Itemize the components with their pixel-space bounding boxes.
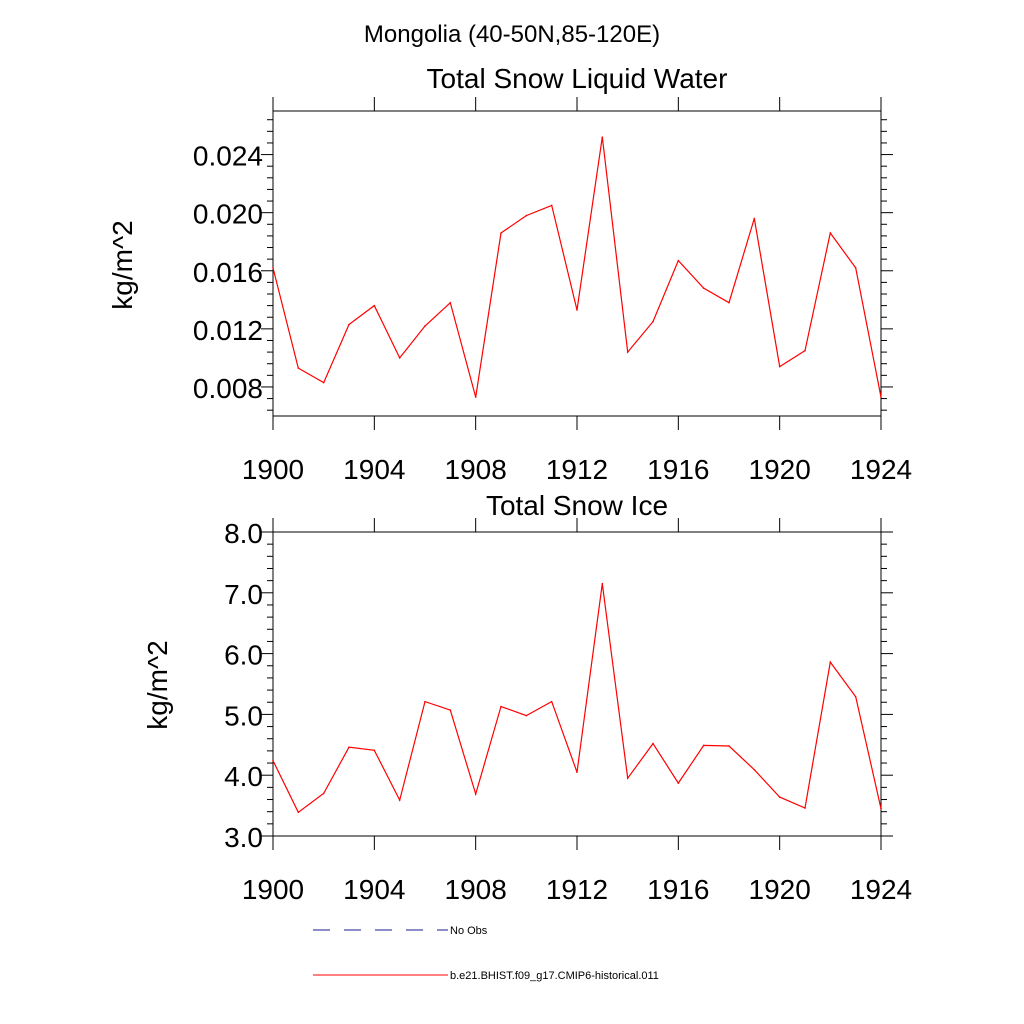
x-tick-label: 1912	[546, 454, 608, 485]
data-point	[652, 320, 654, 323]
y-tick-label: 0.024	[193, 141, 263, 172]
plot-frame	[272, 110, 882, 417]
panel-title: Total Snow Liquid Water	[427, 63, 728, 94]
data-point	[728, 745, 730, 747]
y-tick-label: 0.016	[193, 257, 263, 288]
data-point	[474, 396, 477, 398]
chart-panel-1: Total Snow Liquid Water kg/m^2 0.008 0.012 0…	[107, 63, 912, 485]
y-minor-ticks	[267, 543, 887, 825]
data-point	[525, 214, 528, 217]
data-point	[576, 771, 578, 773]
plot-frame	[272, 531, 882, 837]
data-point	[601, 582, 604, 585]
data-point	[373, 749, 376, 752]
y-tick-label: 4.0	[224, 761, 263, 792]
data-point	[449, 301, 452, 304]
figure-title: Mongolia (40-50N,85-120E)	[364, 21, 660, 48]
data-point	[778, 365, 781, 368]
data-point	[626, 777, 629, 780]
data-point	[576, 309, 578, 311]
data-point	[753, 217, 756, 220]
data-point	[778, 796, 781, 798]
x-tick-label: 1908	[445, 874, 507, 905]
x-tick-label: 1920	[749, 874, 811, 905]
data-point	[854, 695, 857, 698]
data-point	[804, 349, 806, 352]
x-tick-label: 1920	[749, 454, 811, 485]
legend-label: b.e21.BHIST.f09_g17.CMIP6-historical.011	[450, 970, 659, 982]
y-tick-label: 8.0	[224, 518, 263, 549]
data-point	[398, 357, 401, 359]
y-tick-label: 0.012	[193, 315, 263, 346]
data-point	[829, 232, 832, 234]
data-point	[525, 714, 528, 717]
data-point	[322, 792, 325, 795]
series-points	[272, 582, 882, 814]
data-point	[297, 367, 300, 369]
y-tick-label: 0.008	[193, 373, 263, 404]
y-tick-label: 3.0	[224, 822, 263, 853]
y-axis-label: kg/m^2	[142, 640, 173, 729]
series-points	[272, 136, 882, 398]
data-point	[804, 807, 806, 809]
legend-item: b.e21.BHIST.f09_g17.CMIP6-historical.011	[313, 970, 659, 982]
data-point	[424, 700, 426, 703]
data-point	[398, 799, 401, 801]
y-tick-label: 7.0	[224, 579, 263, 610]
x-tick-label: 1904	[343, 454, 405, 485]
data-point	[474, 793, 477, 795]
data-point	[601, 136, 604, 138]
data-point	[550, 204, 553, 207]
x-tick-label: 1900	[242, 454, 304, 485]
x-tick-label: 1924	[850, 454, 912, 485]
data-point	[854, 267, 857, 269]
legend-item: No Obs	[313, 925, 488, 937]
chart-panel-2: Total Snow Ice kg/m^2 3.0 4.0 5.0 6.0 7.0 8.0 19…	[142, 490, 912, 905]
data-point	[550, 700, 553, 703]
data-point	[348, 746, 350, 749]
x-tick-label: 1924	[850, 874, 912, 905]
data-point	[677, 782, 680, 784]
data-point	[652, 742, 654, 745]
x-tick-label: 1916	[647, 874, 709, 905]
data-point	[297, 811, 300, 814]
data-point	[272, 267, 274, 269]
data-point	[880, 396, 882, 398]
y-tick-label: 5.0	[224, 700, 263, 731]
panel-title: Total Snow Ice	[486, 490, 668, 521]
data-point	[348, 323, 350, 326]
data-point	[424, 325, 426, 327]
data-point	[702, 287, 705, 289]
x-tick-label: 1912	[546, 874, 608, 905]
x-tick-label: 1900	[242, 874, 304, 905]
data-point	[626, 351, 629, 353]
legend: No Obs b.e21.BHIST.f09_g17.CMIP6-historic…	[313, 925, 659, 982]
y-axis-label: kg/m^2	[107, 220, 138, 309]
x-tick-label: 1908	[445, 454, 507, 485]
data-point	[677, 259, 680, 262]
data-point	[880, 807, 882, 810]
data-point	[449, 709, 452, 711]
data-point	[373, 304, 376, 307]
data-point	[702, 744, 705, 747]
data-point	[322, 381, 325, 384]
data-point	[272, 759, 274, 762]
legend-label: No Obs	[450, 925, 488, 937]
data-point	[500, 705, 502, 708]
y-tick-label: 0.020	[193, 199, 263, 230]
data-point	[728, 301, 730, 304]
x-tick-label: 1904	[343, 874, 405, 905]
x-tick-label: 1916	[647, 454, 709, 485]
data-point	[500, 232, 502, 234]
y-minor-ticks	[267, 119, 887, 411]
data-point	[753, 768, 756, 771]
y-tick-label: 6.0	[224, 640, 263, 671]
data-point	[829, 661, 832, 663]
